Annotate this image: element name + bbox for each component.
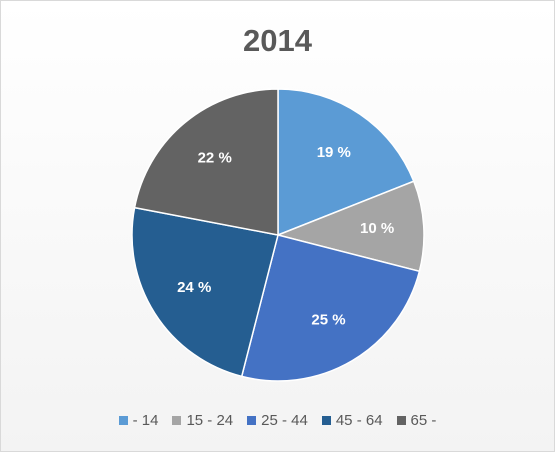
legend-item-2: 15 - 24 <box>172 412 233 429</box>
pie-slice-1 <box>277 88 415 237</box>
legend-swatch <box>118 416 128 425</box>
legend-label: 45 - 64 <box>335 412 383 429</box>
pie-slice-2 <box>275 180 425 273</box>
data-label-3: 25 % <box>311 311 345 328</box>
legend: - 14 15 - 24 25 - 44 45 - 64 65 - <box>1 412 554 429</box>
legend-label: - 14 <box>132 412 159 429</box>
chart-title: 2014 <box>243 23 312 58</box>
legend-item-5: 65 - <box>396 412 437 429</box>
legend-swatch <box>396 416 406 425</box>
pie-slice-3 <box>240 234 421 382</box>
legend-label: 65 - <box>410 412 437 429</box>
legend-swatch <box>321 416 331 425</box>
data-label-5: 22 % <box>198 149 232 166</box>
legend-item-3: 25 - 44 <box>247 412 308 429</box>
legend-swatch <box>247 416 257 425</box>
data-label-1: 19 % <box>317 144 351 161</box>
legend-item-4: 45 - 64 <box>321 412 383 429</box>
legend-item-1: - 14 <box>118 412 159 429</box>
legend-label: 25 - 44 <box>261 412 308 429</box>
legend-label: 15 - 24 <box>186 412 234 429</box>
data-label-2: 10 % <box>360 220 394 237</box>
data-label-4: 24 % <box>177 279 211 296</box>
pie-slice-5 <box>133 88 279 236</box>
pie-slice-4 <box>131 206 279 378</box>
legend-swatch <box>172 416 182 425</box>
